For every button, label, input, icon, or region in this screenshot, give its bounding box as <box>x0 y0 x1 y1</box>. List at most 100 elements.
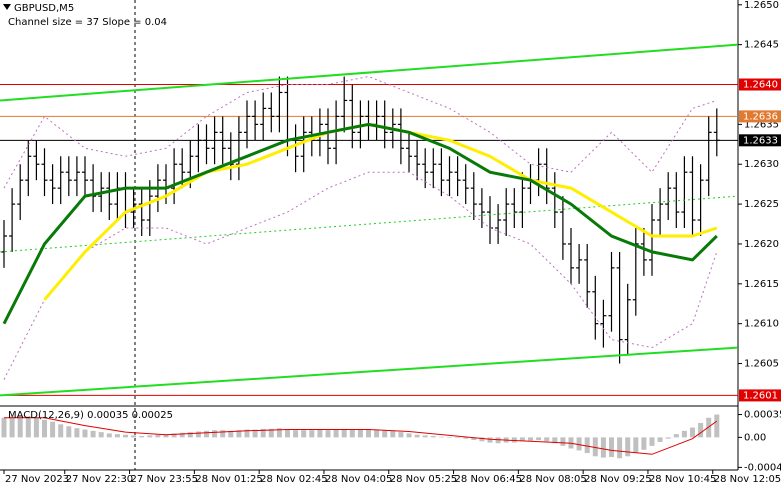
macd-histogram-bar <box>609 437 614 457</box>
macd-histogram-bar <box>252 429 258 438</box>
macd-histogram-bar <box>341 428 347 438</box>
macd-histogram-bar <box>301 430 307 438</box>
x-tick-label: 28 Nov 08:05 <box>519 474 586 485</box>
macd-histogram-bar <box>641 437 647 450</box>
macd-histogram-bar <box>528 437 533 441</box>
x-tick-label: 28 Nov 04:05 <box>325 474 392 485</box>
macd-histogram-bar <box>673 434 679 438</box>
x-tick-label: 28 Nov 05:25 <box>390 474 457 485</box>
y-tick-label: 1.2630 <box>744 159 779 170</box>
macd-histogram-bar <box>366 429 371 438</box>
macd-histogram-bar <box>66 426 72 438</box>
macd-histogram-bar <box>268 428 274 438</box>
macd-histogram-bar <box>139 436 145 438</box>
macd-histogram-bar <box>50 421 56 438</box>
macd-histogram-bar <box>25 416 31 438</box>
macd-histogram-bar <box>560 437 566 446</box>
macd-histogram-bar <box>74 428 80 438</box>
y-tick-label: 1.2635 <box>744 119 779 130</box>
macd-histogram-bar <box>309 430 315 438</box>
macd-histogram-bar <box>179 432 185 438</box>
x-tick-label: 27 Nov 23:55 <box>131 474 198 485</box>
macd-histogram-bar <box>398 432 404 438</box>
macd-histogram-bar <box>617 437 623 459</box>
level-label-box <box>739 389 781 402</box>
macd-histogram-bar <box>114 434 120 438</box>
macd-histogram-bar <box>479 437 485 442</box>
macd-histogram-bar <box>123 434 128 438</box>
x-tick-label: 28 Nov 12:05 <box>714 474 781 485</box>
macd-histogram-bar <box>649 437 655 446</box>
macd-histogram-bar <box>600 437 606 458</box>
x-tick-label: 28 Nov 01:25 <box>195 474 262 485</box>
macd-histogram-bar <box>414 434 420 438</box>
chart-title: GBPUSD,M5 <box>14 3 74 14</box>
macd-histogram-bar <box>430 436 436 438</box>
y-tick-label: 0.00035 <box>744 410 781 421</box>
macd-histogram-bar <box>690 427 695 438</box>
macd-histogram-bar <box>1 417 7 438</box>
chart-subtitle: Channel size = 37 Slope = 0.04 <box>8 17 167 28</box>
y-tick-label: 0.00 <box>744 432 766 443</box>
x-tick-label: 28 Nov 02:45 <box>260 474 327 485</box>
macd-histogram-bar <box>82 429 88 438</box>
macd-histogram-bar <box>276 428 282 438</box>
macd-histogram-bar <box>90 430 96 438</box>
macd-histogram-bar <box>333 429 339 438</box>
level-label: 1.2633 <box>743 135 778 146</box>
indicator-line <box>0 195 738 253</box>
macd-title: MACD(12,26,9) 0.00035 0.00025 <box>8 410 173 421</box>
macd-histogram-bar <box>665 437 671 439</box>
macd-signal-line <box>4 417 718 455</box>
macd-histogram-bar <box>98 432 104 438</box>
level-label-box <box>739 78 781 91</box>
macd-histogram-bar <box>447 437 452 438</box>
macd-histogram-bar <box>698 423 704 438</box>
macd-histogram-bar <box>33 417 39 438</box>
indicator-line <box>0 346 738 397</box>
macd-histogram-bar <box>195 431 201 438</box>
indicator-line <box>0 43 738 102</box>
macd-histogram-bar <box>285 429 290 438</box>
level-label: 1.2640 <box>743 80 778 91</box>
y-tick-label: 1.2615 <box>744 279 779 290</box>
level-label: 1.2636 <box>743 111 778 122</box>
macd-histogram-bar <box>171 433 177 438</box>
macd-histogram-bar <box>147 435 153 438</box>
macd-histogram-bar <box>657 437 663 442</box>
y-tick-label: 1.2645 <box>744 40 779 51</box>
macd-histogram-bar <box>220 430 226 438</box>
macd-histogram-bar <box>576 437 582 451</box>
macd-histogram-bar <box>422 435 428 438</box>
macd-histogram-bar <box>536 437 542 440</box>
y-tick-label: 1.2625 <box>744 199 779 210</box>
indicator-line <box>3 75 717 189</box>
macd-histogram-bar <box>633 437 639 454</box>
x-tick-label: 27 Nov 2023 <box>5 474 69 485</box>
macd-histogram-bar <box>244 429 250 438</box>
x-tick-label: 27 Nov 22:30 <box>66 474 133 485</box>
macd-histogram-bar <box>438 436 444 438</box>
x-tick-label: 28 Nov 06:45 <box>455 474 522 485</box>
macd-histogram-bar <box>187 432 193 438</box>
macd-histogram-bar <box>106 433 112 438</box>
macd-histogram-bar <box>552 437 558 444</box>
macd-histogram-bar <box>42 419 47 438</box>
level-label-box <box>739 134 781 147</box>
macd-histogram-bar <box>317 429 323 438</box>
y-tick-label: 1.2650 <box>744 0 779 11</box>
macd-histogram-bar <box>625 437 631 457</box>
macd-histogram-bar <box>204 430 209 438</box>
level-label-box <box>739 110 781 123</box>
y-tick-label: 1.2605 <box>744 359 779 370</box>
macd-histogram-bar <box>155 434 161 438</box>
y-tick-label: 1.2620 <box>744 239 779 250</box>
macd-histogram-bar <box>511 437 517 443</box>
y-tick-label: 1.2610 <box>744 319 779 330</box>
macd-histogram-bar <box>9 416 15 438</box>
indicator-line <box>2 122 718 325</box>
level-label: 1.2601 <box>743 390 778 401</box>
macd-histogram-bar <box>544 437 550 442</box>
